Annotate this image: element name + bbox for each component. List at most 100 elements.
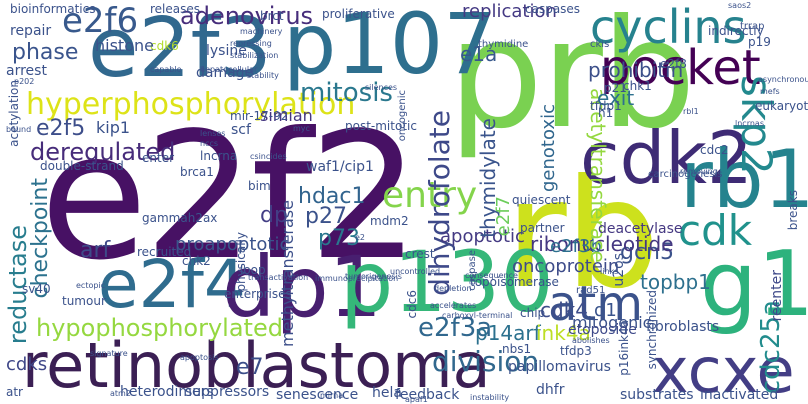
word-cdc2: carcinogenesis <box>648 169 723 180</box>
word-lncrna: enter <box>142 151 175 165</box>
word-heterodimers: inactivated <box>700 387 779 403</box>
word-g1: g1 <box>700 232 808 337</box>
word-histone: proliferative <box>322 7 395 21</box>
word-tfdp3: topoisomerase <box>470 275 559 289</box>
word-mitosis: mitosis <box>300 78 393 108</box>
word-e2f3a: e2f3a <box>418 313 493 343</box>
word-acetylation: p16ink4a <box>617 320 631 376</box>
word-postmitotic: oncogenic <box>397 90 408 142</box>
word-cdk3: double-strand <box>40 159 124 173</box>
word-pocket: pocket <box>600 40 761 96</box>
word-fibroblasts: deacetylase <box>598 221 683 237</box>
word-p21: tfdp1 <box>590 99 622 113</box>
word-cdks: e7 <box>236 355 264 380</box>
word-pnpb: removing <box>680 167 718 176</box>
word-p107: p107 <box>283 0 497 93</box>
word-transition: mir-17-92 <box>230 109 289 123</box>
word-p19: eukaryotes <box>755 99 808 113</box>
word-exit: prohibitin <box>588 58 684 82</box>
word-gcn5: gcn5 <box>620 240 675 265</box>
word-eukaryotes: breaks <box>786 190 800 231</box>
word-phase: phase <box>12 40 79 65</box>
word-e2f3b: e2f3b <box>550 236 602 257</box>
word-thymidine: ckis <box>590 39 610 50</box>
word-lysine: repair <box>10 23 52 39</box>
word-atr: hela <box>372 385 402 401</box>
word-scf: damage <box>196 65 254 81</box>
word-suppressors: heterodimers <box>120 384 214 400</box>
word-e2f4: e2f4 <box>98 246 246 323</box>
word-links: apaf1 <box>405 395 428 404</box>
word-breaks: cdc2 <box>700 143 729 157</box>
word-lncrnas: rbl1 <box>683 107 699 116</box>
word-nccs: signature <box>90 349 128 358</box>
word-accelerates: tumorigenesis <box>345 272 402 281</box>
word-cdk4: cdk4 <box>540 298 588 322</box>
word-adenovirus: adenovirus <box>180 2 314 30</box>
word-skp2: skp2 <box>732 75 781 175</box>
word-hdac1: hdac1 <box>298 184 366 209</box>
word-entry: entry <box>382 175 478 216</box>
word-repair: arrest <box>6 63 47 79</box>
word-e2f7: etoposide <box>568 322 637 338</box>
word-ink4a: ink4a <box>536 321 591 345</box>
word-indirectly: thymidine <box>478 39 529 50</box>
word-inactivated: substrates <box>620 387 694 403</box>
word-saos2: indirectly <box>708 24 764 38</box>
word-e2f6: e2f6 <box>62 1 139 41</box>
word-u2os: reenter <box>769 270 785 322</box>
word-arf: arf <box>80 238 111 263</box>
word-apaf1: atm2 <box>110 389 131 398</box>
word-repressing: asynchronously <box>758 75 808 84</box>
word-trrap: p19 <box>748 35 771 49</box>
word-lenses: stability <box>247 71 279 80</box>
word-deacetylase: kip1 <box>96 118 131 137</box>
word-dhfr: e2f7 <box>493 196 514 237</box>
word-releases: bioinformatics <box>10 2 96 16</box>
word-physically: waf1/cip1 <box>306 159 374 175</box>
word-deregulated: deregulated <box>30 138 176 166</box>
word-topoisomerase: quiescent <box>512 193 571 207</box>
word-loop: physically <box>234 232 248 292</box>
word-hela: nbs1 <box>502 342 532 356</box>
word-uncontrolled: accelerates <box>430 301 477 310</box>
word-chk2: gammah2ax <box>142 211 218 225</box>
word-p14arf: p14arf <box>475 321 541 345</box>
word-rbl1: capable <box>150 65 182 74</box>
word-dp1: dp1 <box>222 238 383 336</box>
word-p27: p27 <box>305 204 347 229</box>
word-e2: recruited <box>137 245 192 259</box>
word-chk1: e2f8 <box>660 57 687 71</box>
word-mdm2: loop <box>240 263 266 277</box>
word-feedback: senescence <box>276 387 359 403</box>
word-substrates: dhfr <box>536 382 565 398</box>
word-partner: crest <box>405 247 435 261</box>
word-cdk2: cdk2 <box>580 116 753 200</box>
word-transactivation: e2 <box>355 233 366 242</box>
word-tfdp1: chk1 <box>623 79 652 93</box>
word-e2f2: e2f2 <box>40 96 420 299</box>
word-xcxe: xcxe <box>652 334 795 404</box>
word-hyperphosphorylation: hyperphosphorylation <box>26 87 356 122</box>
word-mefs: repressing <box>230 39 272 48</box>
word-carcinogenesis: saos2 <box>728 1 752 10</box>
word-caspases: papillomavirus <box>508 359 611 375</box>
word-mir-17-92: post-mitotic <box>345 119 417 133</box>
word-topbp1: topbp1 <box>640 270 711 294</box>
word-cdc6: chip <box>520 306 546 320</box>
word-stabilization: p202 <box>14 77 35 86</box>
word-apoptotic: apoptotic <box>440 226 525 247</box>
word-chip: tumour <box>62 294 106 308</box>
word-sv40: bim <box>248 179 271 193</box>
word-prb: prb <box>448 0 696 162</box>
word-kip1: replication <box>462 1 557 22</box>
word-ckis: h1 <box>598 106 614 120</box>
word-proliferative: cdk6 <box>150 39 179 53</box>
word-abolishes: instability <box>470 393 510 402</box>
word-depletion: immunoprecipitation <box>315 274 399 283</box>
word-simian: proapoptotic <box>175 234 290 255</box>
word-rx1: mefs <box>760 87 780 96</box>
word-retinoblastoma: retinoblastoma <box>22 329 491 402</box>
word-p202: myc <box>293 124 310 133</box>
